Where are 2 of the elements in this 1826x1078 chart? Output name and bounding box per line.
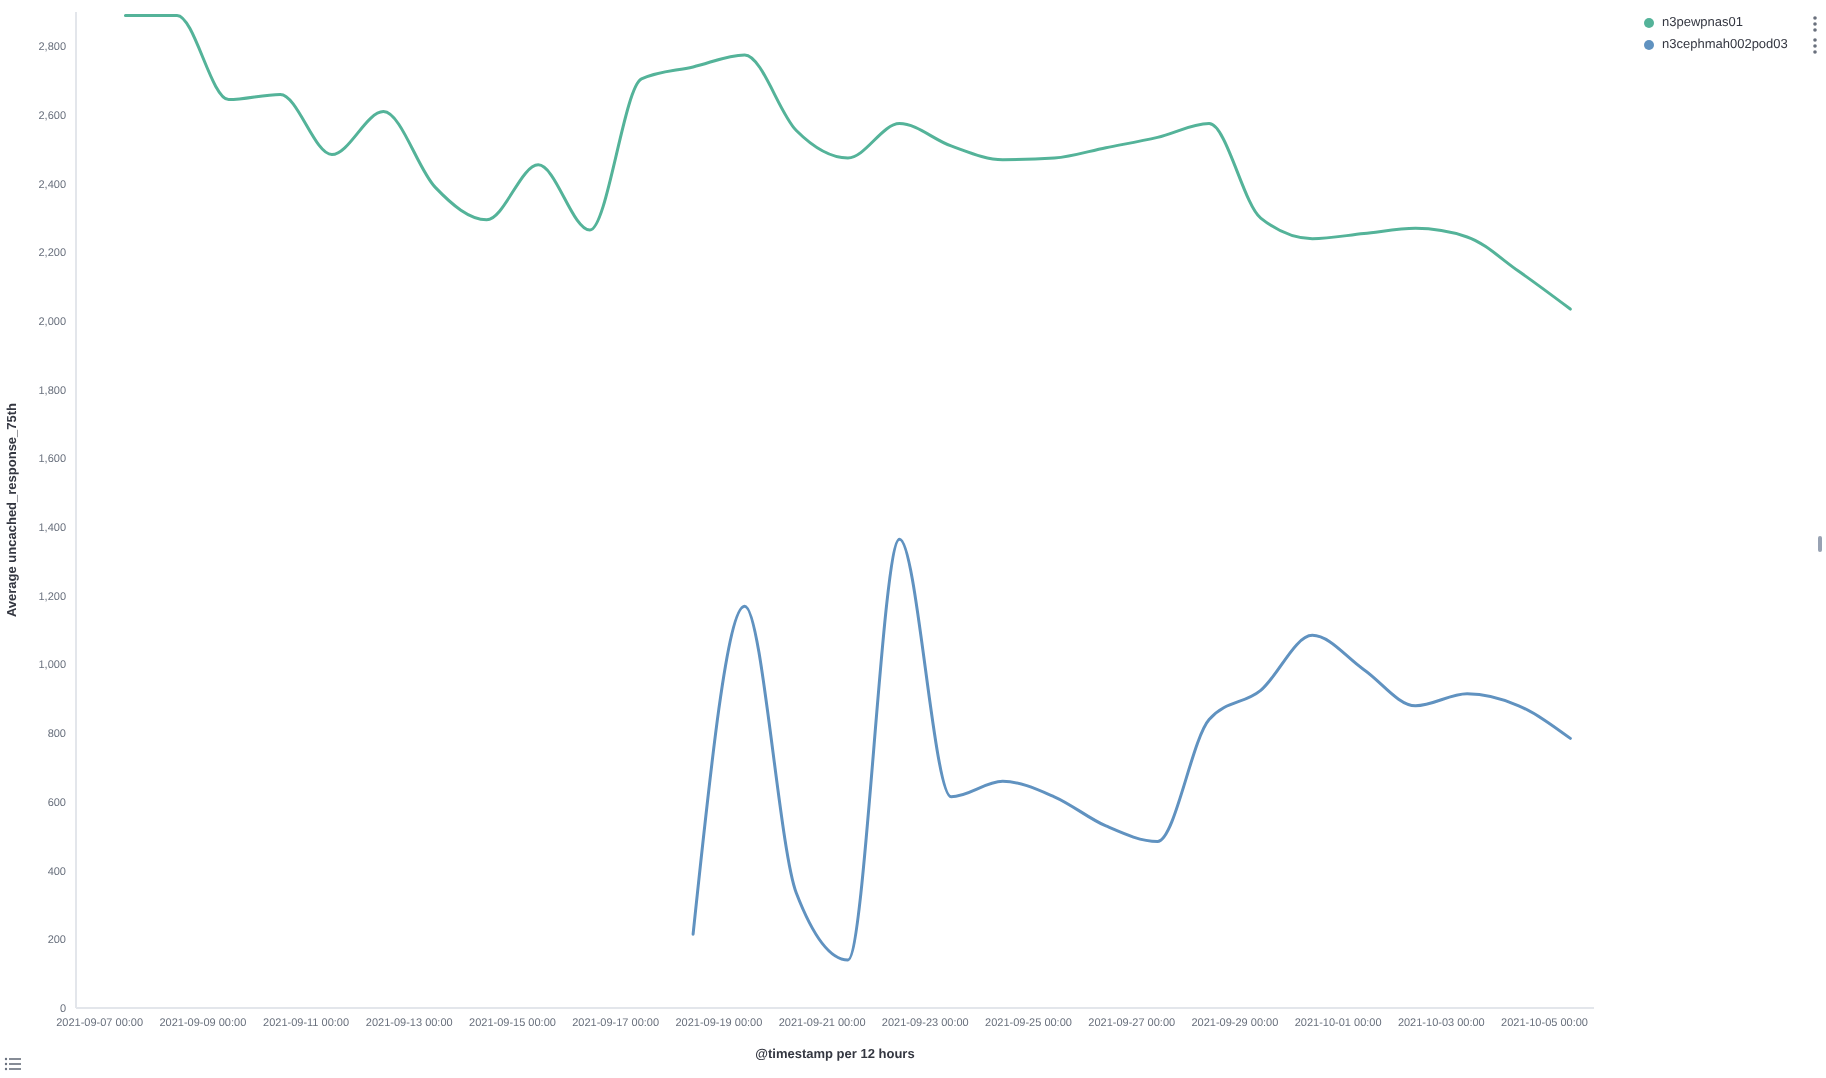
line-series [691, 537, 1572, 962]
line-series [123, 13, 1572, 311]
